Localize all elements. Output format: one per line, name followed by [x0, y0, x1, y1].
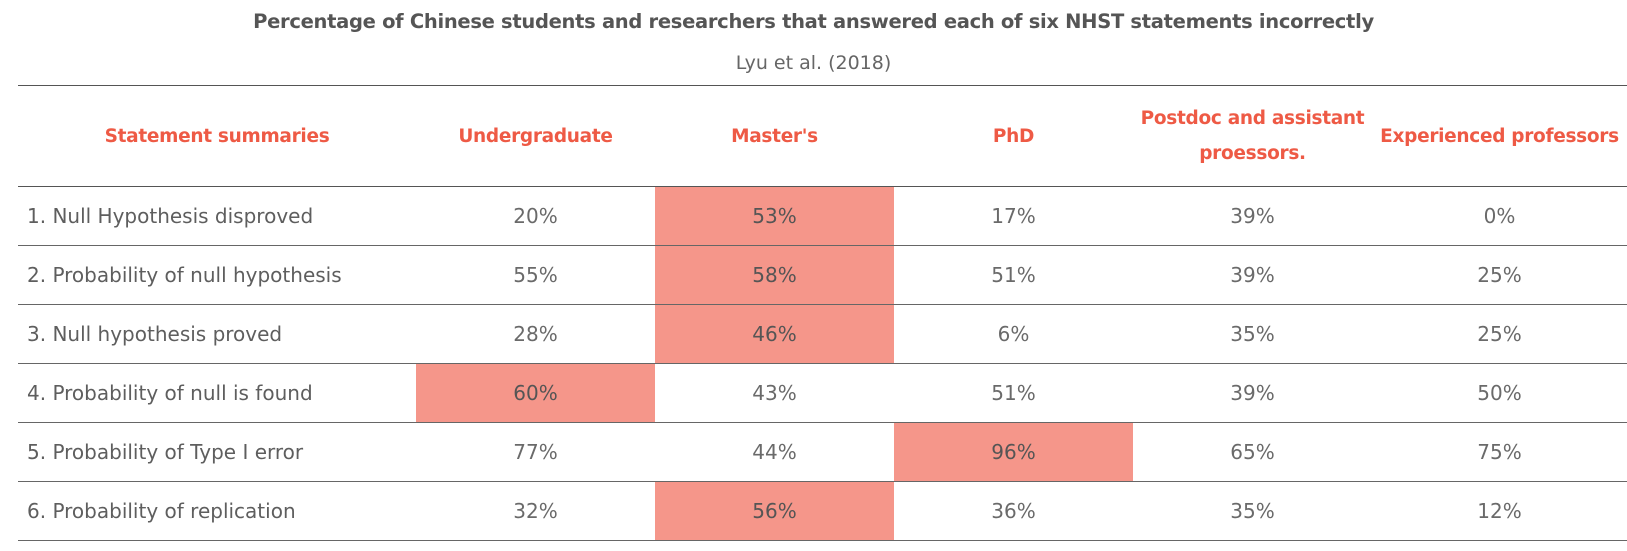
table-cell: 6%	[894, 304, 1133, 364]
table-cell: 25%	[1372, 304, 1627, 364]
table-cell: 46%	[655, 304, 894, 364]
table-cell: 39%	[1133, 186, 1372, 246]
table-cell: 20%	[416, 186, 655, 246]
table-cell: 12%	[1372, 481, 1627, 541]
table-cell: 65%	[1133, 422, 1372, 482]
row-label: 4. Probability of null is found	[18, 363, 416, 423]
table-cell: 96%	[894, 422, 1133, 482]
results-table: Statement summaries Undergraduate Master…	[18, 85, 1627, 541]
table-cell: 56%	[655, 481, 894, 541]
table-cell: 53%	[655, 186, 894, 246]
table-cell: 44%	[655, 422, 894, 482]
chart-title: Percentage of Chinese students and resea…	[253, 10, 1374, 33]
table-cell: 55%	[416, 245, 655, 305]
column-header-experienced-professors: Experienced professors	[1372, 85, 1627, 187]
chart-subtitle: Lyu et al. (2018)	[735, 52, 892, 74]
table-cell: 75%	[1372, 422, 1627, 482]
table-row: 3. Null hypothesis proved 28% 46% 6% 35%…	[18, 304, 1627, 364]
column-header-masters: Master's	[655, 85, 894, 187]
table-cell: 51%	[894, 245, 1133, 305]
table-row: 5. Probability of Type I error 77% 44% 9…	[18, 422, 1627, 482]
table-cell: 35%	[1133, 304, 1372, 364]
table-row: 2. Probability of null hypothesis 55% 58…	[18, 245, 1627, 305]
table-cell: 51%	[894, 363, 1133, 423]
table-cell: 17%	[894, 186, 1133, 246]
column-header-phd: PhD	[894, 85, 1133, 187]
table-row: 1. Null Hypothesis disproved 20% 53% 17%…	[18, 186, 1627, 246]
table-cell: 28%	[416, 304, 655, 364]
table-cell: 60%	[416, 363, 655, 423]
table-cell: 39%	[1133, 363, 1372, 423]
row-label: 1. Null Hypothesis disproved	[18, 186, 416, 246]
table-cell: 36%	[894, 481, 1133, 541]
column-header-statement-summaries: Statement summaries	[18, 85, 416, 187]
table-cell: 58%	[655, 245, 894, 305]
table-row: 6. Probability of replication 32% 56% 36…	[18, 481, 1627, 541]
table-cell: 39%	[1133, 245, 1372, 305]
row-label: 2. Probability of null hypothesis	[18, 245, 416, 305]
table-cell: 43%	[655, 363, 894, 423]
table-body: 1. Null Hypothesis disproved 20% 53% 17%…	[18, 186, 1627, 541]
column-header-postdoc: Postdoc and assistant proessors.	[1133, 85, 1372, 187]
table-cell: 50%	[1372, 363, 1627, 423]
table-cell: 77%	[416, 422, 655, 482]
row-label: 5. Probability of Type I error	[18, 422, 416, 482]
table-cell: 32%	[416, 481, 655, 541]
row-label: 6. Probability of replication	[18, 481, 416, 541]
table-cell: 25%	[1372, 245, 1627, 305]
column-header-undergraduate: Undergraduate	[416, 85, 655, 187]
table-cell: 35%	[1133, 481, 1372, 541]
table-row: 4. Probability of null is found 60% 43% …	[18, 363, 1627, 423]
header-row: Statement summaries Undergraduate Master…	[18, 85, 1627, 187]
row-label: 3. Null hypothesis proved	[18, 304, 416, 364]
table-cell: 0%	[1372, 186, 1627, 246]
